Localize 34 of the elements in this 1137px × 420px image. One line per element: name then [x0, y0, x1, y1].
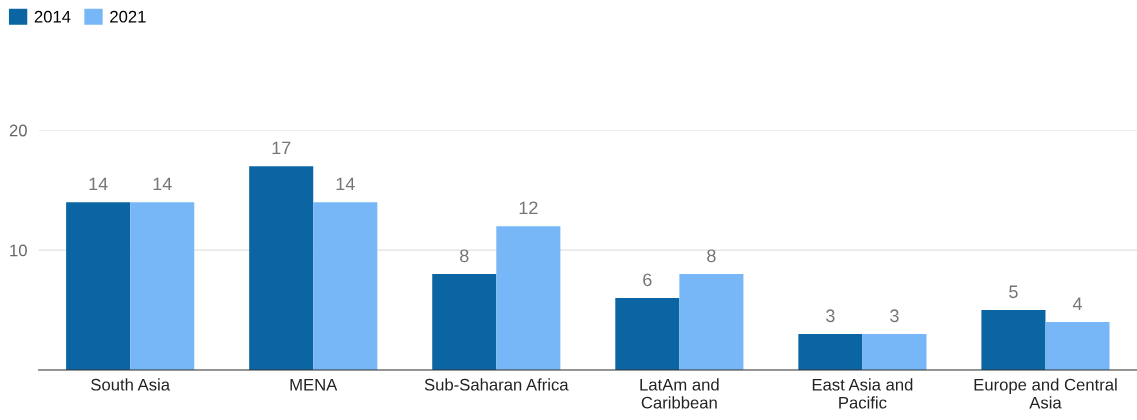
data-label: 17: [272, 141, 291, 155]
bar: [66, 202, 131, 371]
data-label: 14: [336, 177, 355, 191]
data-label: 6: [643, 273, 652, 287]
bar: [130, 202, 195, 371]
data-label: 12: [519, 201, 538, 215]
data-label: 14: [153, 177, 172, 191]
bar: [432, 274, 497, 371]
bar: [496, 226, 561, 371]
data-label: 5: [1009, 285, 1018, 299]
bar: [249, 166, 314, 371]
y-tick-label: 20: [9, 124, 27, 137]
bar: [1045, 322, 1110, 371]
bar: [313, 202, 378, 371]
legend-label: 2014: [34, 10, 71, 23]
data-label: 3: [826, 309, 835, 323]
legend-label: 2021: [110, 10, 146, 23]
x-tick-label: MENA: [290, 378, 338, 391]
x-tick-label: Europe and Central Asia: [974, 378, 1117, 409]
x-tick-label: LatAm and Caribbean: [640, 378, 719, 409]
data-label: 14: [89, 177, 108, 191]
x-tick-label: East Asia and Pacific: [812, 378, 913, 409]
bar: [615, 298, 680, 371]
bar: [798, 334, 863, 371]
x-tick-label: Sub-Saharan Africa: [424, 378, 569, 391]
bar: [981, 310, 1046, 371]
data-label: 8: [460, 249, 469, 263]
bar: [862, 334, 927, 371]
data-label: 3: [890, 309, 899, 323]
bar: [679, 274, 744, 371]
y-tick-label: 10: [10, 244, 27, 257]
data-label: 8: [707, 249, 716, 263]
data-label: 4: [1072, 297, 1082, 310]
x-tick-label: South Asia: [91, 378, 171, 391]
